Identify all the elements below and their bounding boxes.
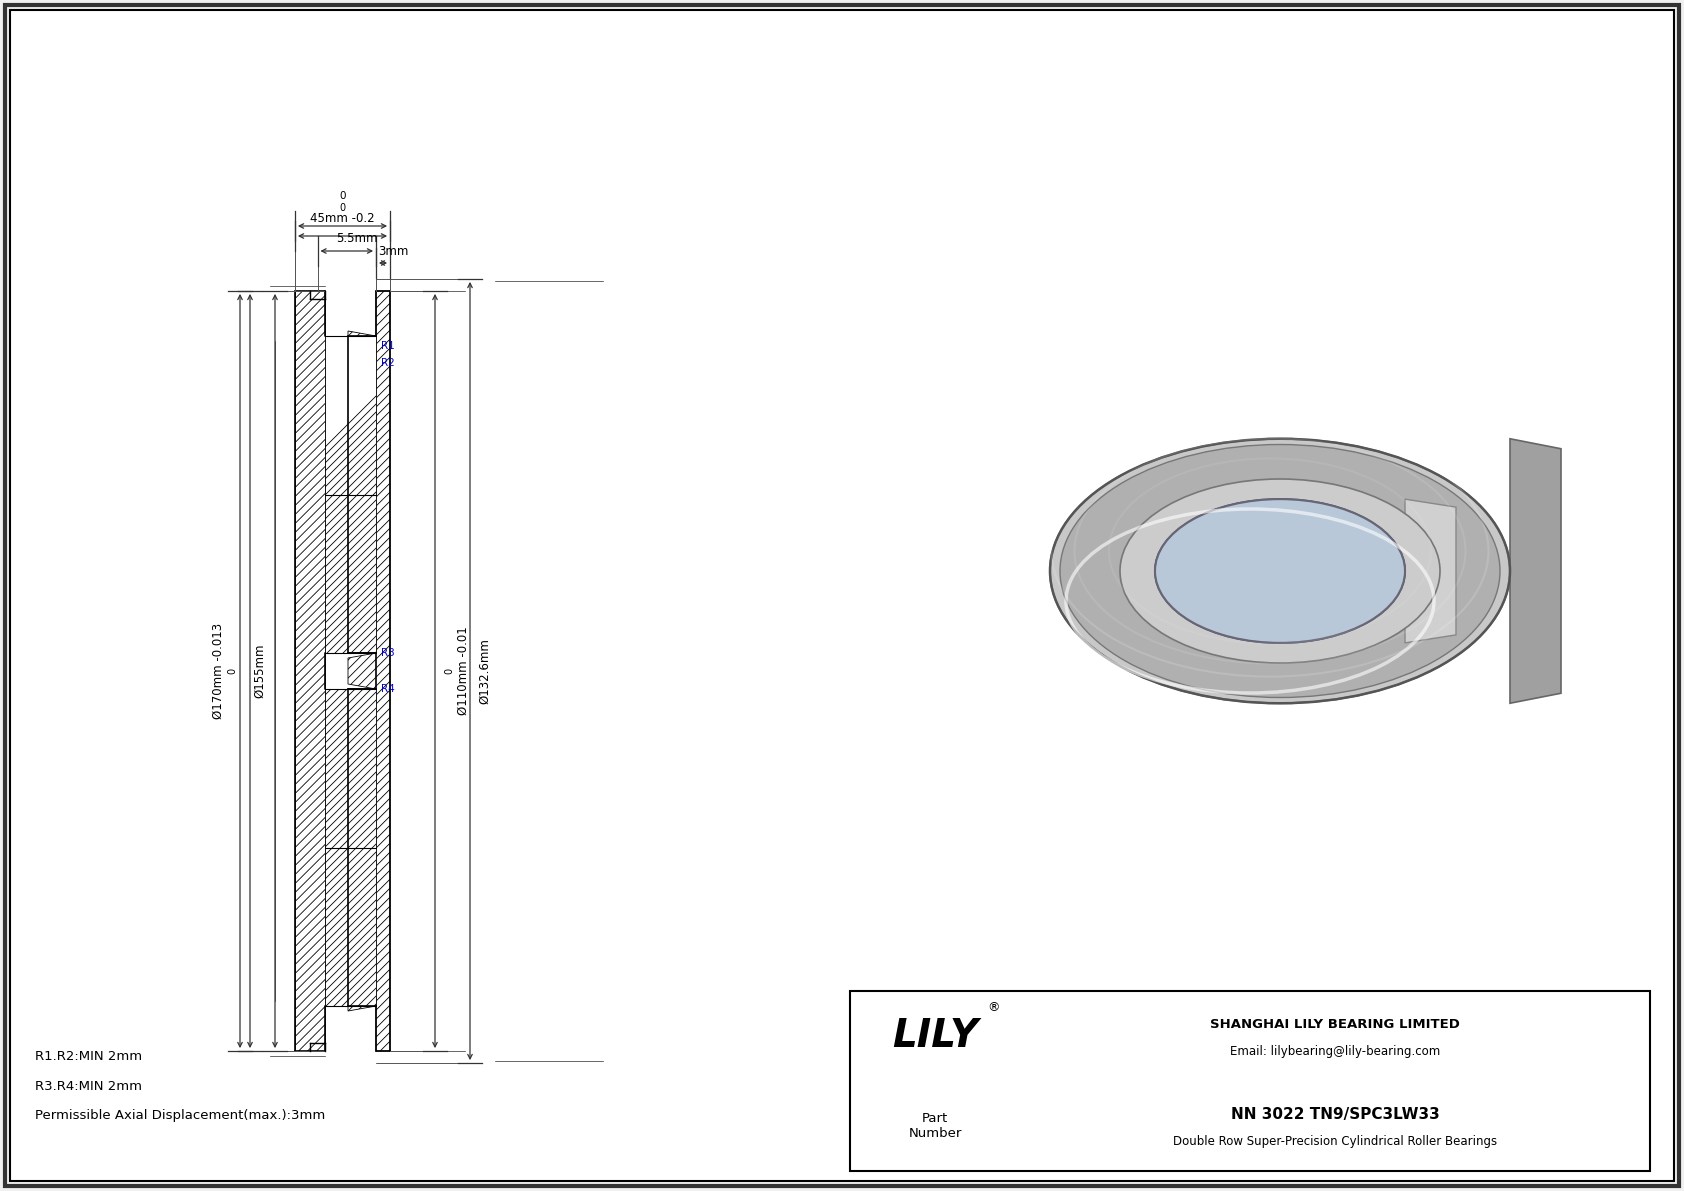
- Text: 5.5mm: 5.5mm: [337, 232, 377, 245]
- PathPatch shape: [295, 291, 325, 1050]
- Ellipse shape: [1155, 499, 1404, 643]
- Ellipse shape: [1059, 444, 1500, 698]
- Text: R1.R2:MIN 2mm: R1.R2:MIN 2mm: [35, 1049, 141, 1062]
- Text: 0: 0: [227, 668, 237, 674]
- Text: R4: R4: [381, 684, 394, 694]
- Text: 3mm: 3mm: [377, 244, 408, 257]
- Text: 45mm -0.2: 45mm -0.2: [310, 212, 376, 224]
- Polygon shape: [1404, 499, 1457, 643]
- Bar: [850, 991, 1650, 1171]
- Text: R2: R2: [381, 358, 394, 368]
- PathPatch shape: [325, 336, 376, 653]
- Text: 0: 0: [340, 202, 345, 213]
- Text: 0: 0: [445, 668, 455, 674]
- PathPatch shape: [295, 291, 325, 1050]
- Text: NN 3022 TN9/SPC3LW33: NN 3022 TN9/SPC3LW33: [1231, 1106, 1440, 1122]
- Text: ®: ®: [987, 1000, 1000, 1014]
- Text: 0: 0: [338, 191, 345, 201]
- Text: Permissible Axial Displacement(max.):3mm: Permissible Axial Displacement(max.):3mm: [35, 1110, 325, 1122]
- PathPatch shape: [325, 690, 376, 1006]
- Text: Double Row Super-Precision Cylindrical Roller Bearings: Double Row Super-Precision Cylindrical R…: [1174, 1135, 1497, 1147]
- Text: Ø155mm: Ø155mm: [254, 644, 266, 698]
- Text: SHANGHAI LILY BEARING LIMITED: SHANGHAI LILY BEARING LIMITED: [1211, 1017, 1460, 1030]
- Text: Part
Number: Part Number: [908, 1112, 962, 1140]
- Ellipse shape: [1145, 493, 1415, 649]
- PathPatch shape: [349, 291, 391, 1050]
- Polygon shape: [1511, 438, 1561, 703]
- Text: Email: lilybearing@lily-bearing.com: Email: lilybearing@lily-bearing.com: [1229, 1045, 1440, 1058]
- Text: Ø170mm -0.013: Ø170mm -0.013: [212, 623, 224, 719]
- Ellipse shape: [1051, 438, 1511, 703]
- Text: LILY: LILY: [893, 1017, 978, 1055]
- Ellipse shape: [1155, 499, 1404, 643]
- Text: R1: R1: [381, 341, 394, 351]
- PathPatch shape: [325, 690, 376, 1006]
- Text: Ø132.6mm: Ø132.6mm: [478, 638, 492, 704]
- Text: R3: R3: [381, 648, 394, 657]
- Ellipse shape: [1155, 499, 1404, 643]
- PathPatch shape: [349, 291, 391, 1050]
- Text: Ø110mm -0.01: Ø110mm -0.01: [456, 626, 470, 716]
- Ellipse shape: [1120, 479, 1440, 663]
- PathPatch shape: [325, 336, 376, 653]
- Text: R3.R4:MIN 2mm: R3.R4:MIN 2mm: [35, 1079, 141, 1092]
